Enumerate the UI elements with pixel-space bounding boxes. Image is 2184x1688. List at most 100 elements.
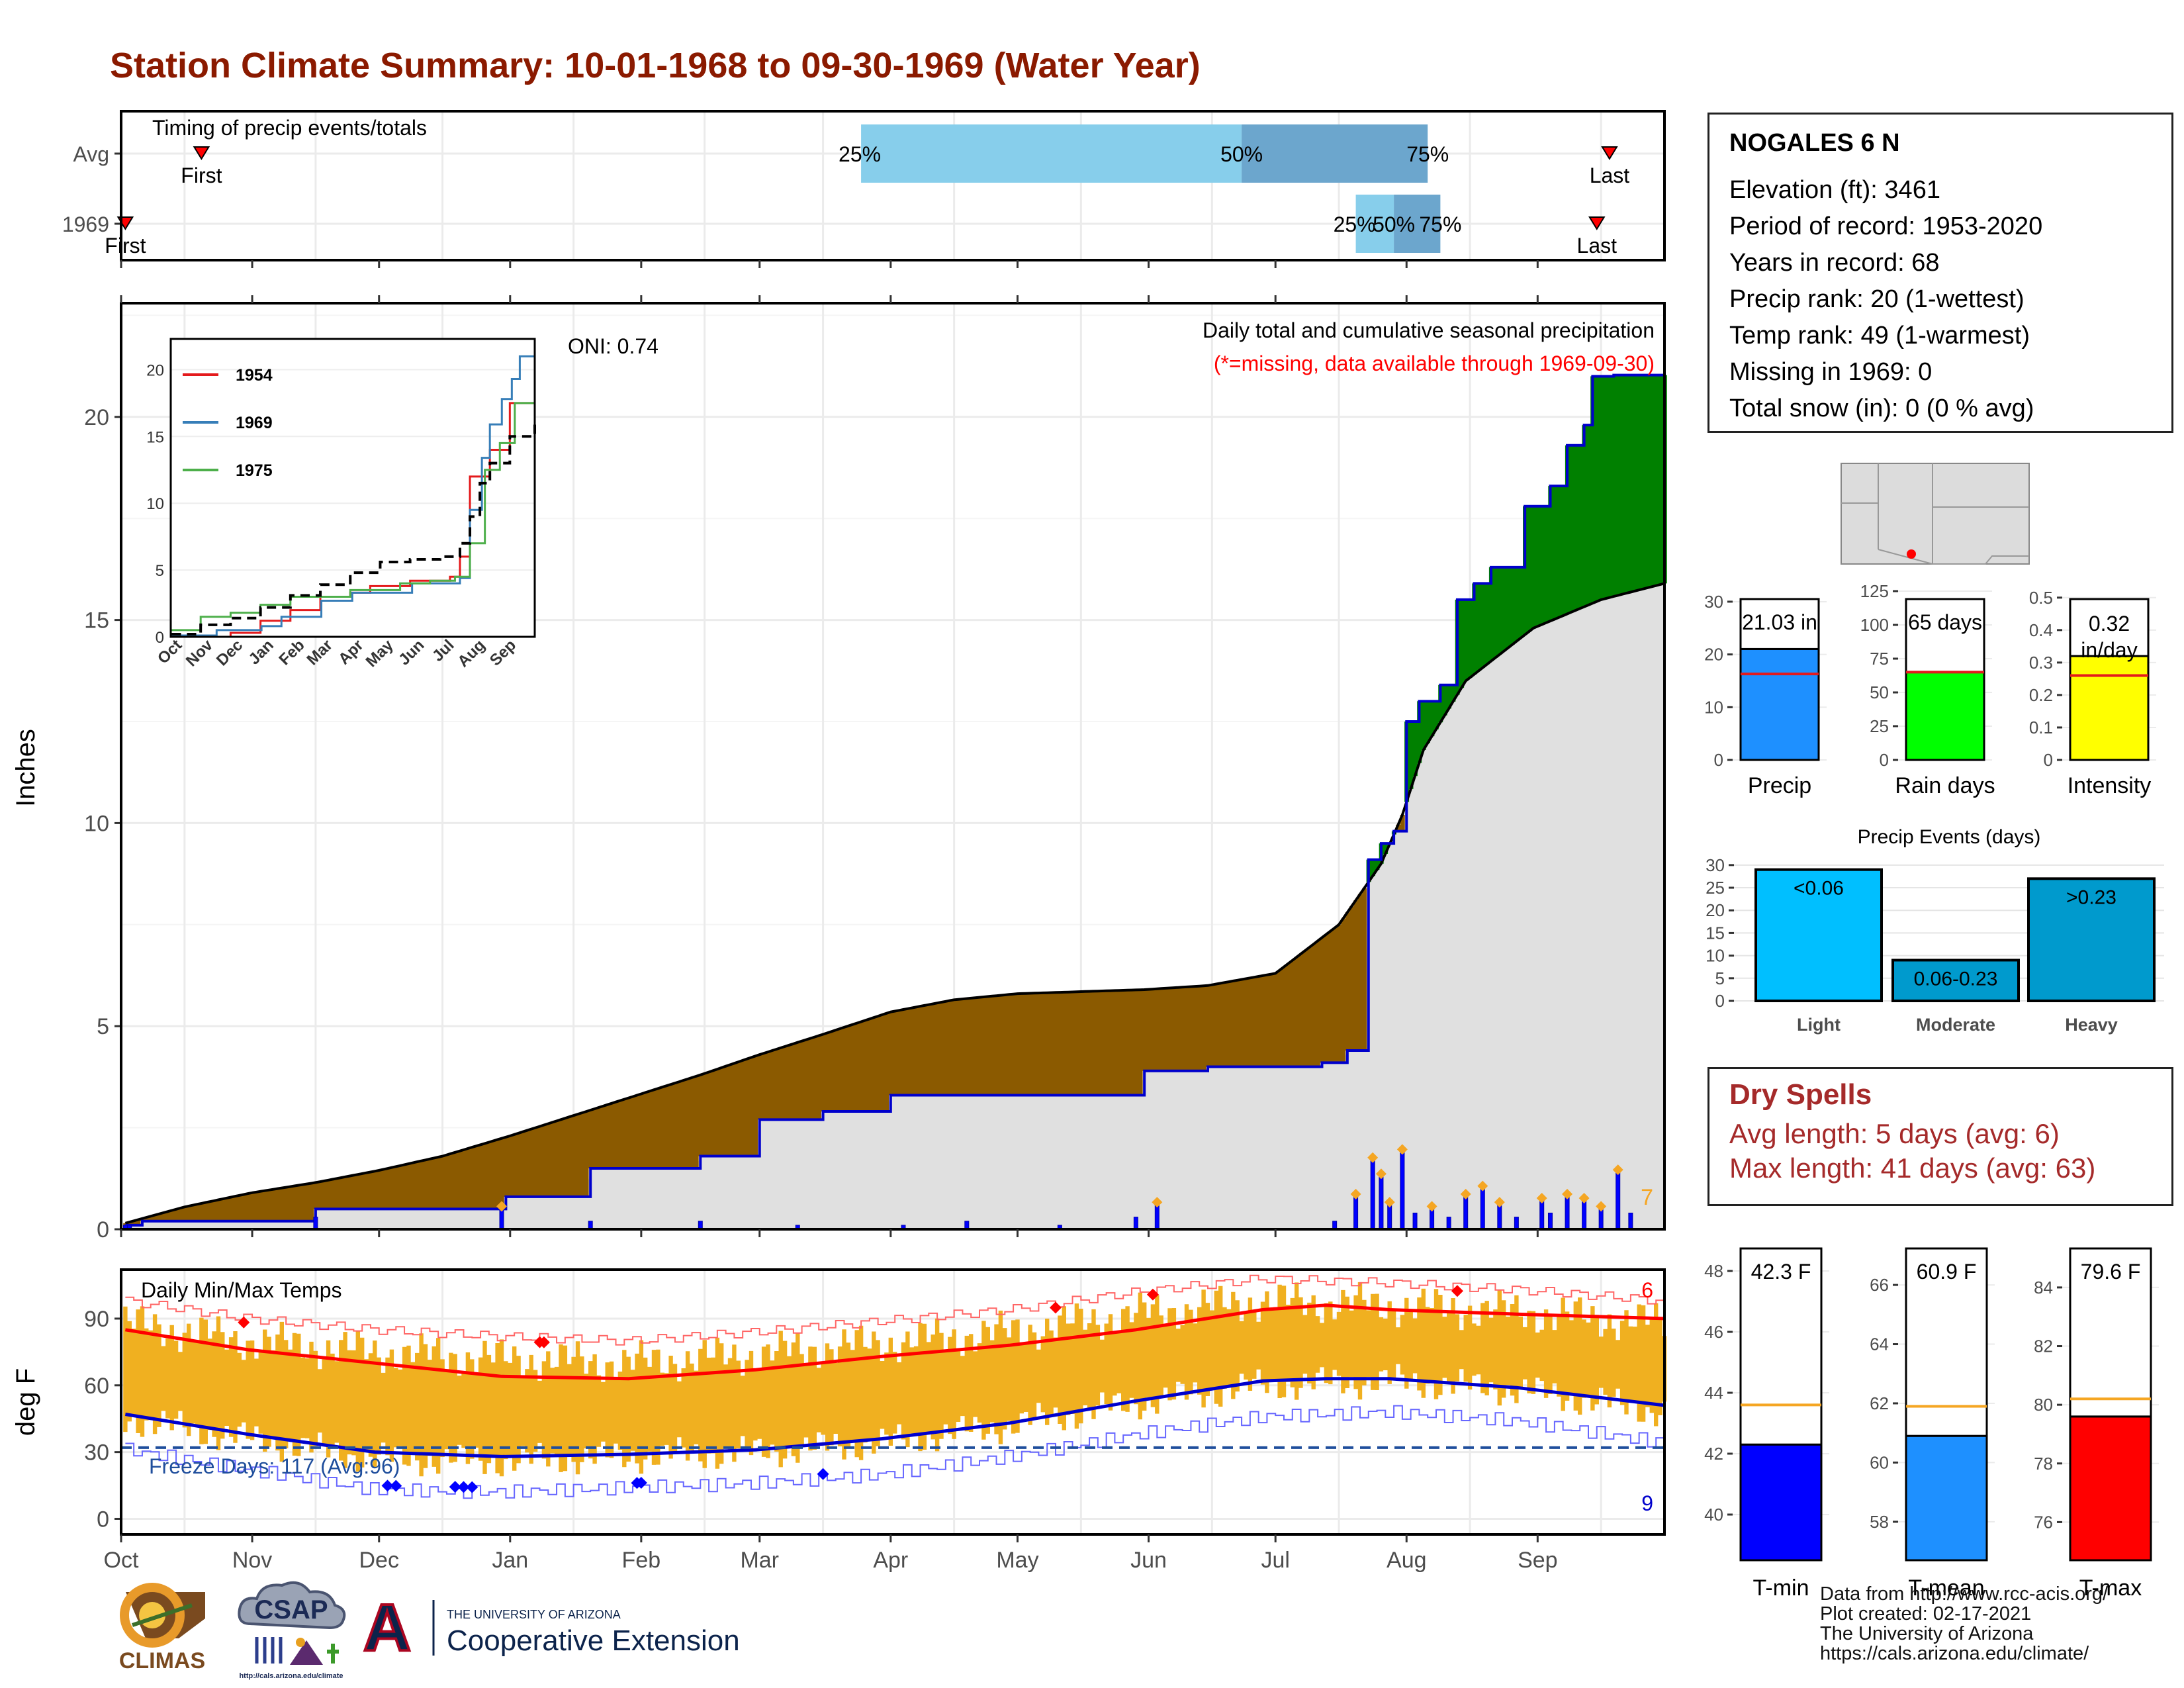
precip-daily-bar [1514,1217,1519,1230]
precip-daily-bar [1582,1200,1587,1230]
freeze-days-label: Freeze Days: 117 (Avg:96) [149,1454,400,1478]
events-ytick-label: 25 [1706,878,1725,898]
precip-daily-bar [1387,1204,1392,1230]
ua-big-text: Cooperative Extension [447,1624,740,1657]
ua-cooperative-extension-logo: A THE UNIVERSITY OF ARIZONA Cooperative … [362,1592,740,1665]
precip-max-count: 7 [1641,1185,1653,1210]
precip-daily-bar [1353,1196,1359,1230]
timing-pct-label: 50% [1373,212,1415,236]
temps-xtick-label: Jul [1261,1548,1289,1573]
precip-max-marker [1596,1201,1607,1212]
precip-max-marker [1426,1201,1437,1212]
temps-daily-range-bars [123,1282,1667,1477]
temps-xtick-label: Aug [1387,1548,1427,1573]
precip-frame [120,302,1666,1231]
inset-legend-label: 1975 [236,461,273,480]
timing-pct-label: 25% [839,142,881,166]
summary-value-label: 65 days [1908,610,1982,634]
precip-max-marker [1612,1164,1623,1176]
locator-map [1841,463,2030,565]
temps-xtick-label: Dec [359,1548,398,1573]
station-row: Precip rank: 20 (1-wettest) [1729,285,2025,313]
temps-xtick-label: Apr [873,1548,908,1573]
precip-daily-bar [1565,1196,1570,1230]
summary-category-label: Rain days [1895,773,1995,798]
summary-ytick-label: 40 [1704,1505,1723,1524]
temps-min-marker [635,1477,647,1489]
temps-xtick-label: Jan [492,1548,528,1573]
precip-ytick-label: 5 [97,1014,109,1039]
footer-line: Data from http://www.rcc-acis.org/ [1820,1583,2109,1605]
summary-value-label: 42.3 F [1751,1260,1811,1284]
summary-ytick-label: 60 [1870,1452,1889,1472]
precip-ylabel: Inches [11,729,40,807]
precip-daily-bar [1463,1196,1469,1230]
summary-ytick-label: 0.1 [2029,718,2053,737]
precip-daily-bar [1598,1208,1604,1230]
timing-marker-label: First [181,164,222,187]
events-bar-label: <0.06 [1794,878,1844,900]
summary-category-label: T-max [2079,1575,2142,1601]
temps-max-marker [1146,1288,1159,1301]
summary-value-label: 79.6 F [2081,1260,2141,1284]
timing-bar-25-50 [1355,195,1394,253]
timing-row-label: 1969 [62,212,109,236]
timing-marker-label: Last [1590,164,1630,187]
map-bg [1841,463,2030,565]
summary-panel-rain-days: 0 25 50 75 100 125 65 days Rain days [1860,581,1995,798]
summary-ytick-label: 0.5 [2029,588,2053,608]
dry-spells-title: Dry Spells [1729,1078,1872,1111]
precip-daily-bar [1430,1208,1435,1230]
inset-legend-label: 1969 [236,414,273,432]
events-category-label: Light [1797,1015,1841,1035]
precip-max-marker [1460,1188,1471,1199]
summary-label-box [1739,1247,1823,1446]
events-ytick-label: 10 [1706,946,1725,966]
station-row: Total snow (in): 0 (0 % avg) [1729,395,2034,422]
summary-label-box [2069,598,2150,657]
summary-ytick-label: 42 [1704,1444,1723,1464]
ua-a-mark: A [363,1592,411,1665]
ua-small-text: THE UNIVERSITY OF ARIZONA [447,1608,621,1621]
summary-ytick-label: 0.2 [2029,685,2053,705]
summary-ytick-label: 76 [2034,1512,2053,1532]
precip-ytick-label: 10 [84,811,109,836]
page-title: Station Climate Summary: 10-01-1968 to 0… [110,46,1201,85]
events-category-label: Heavy [2065,1015,2118,1035]
precip-daily-bar [1446,1217,1451,1230]
precip-avg-line [124,582,1665,1225]
precip-ytick-label: 20 [84,405,109,430]
events-ytick-label: 15 [1706,923,1725,943]
timing-bar-50-75 [1242,124,1428,183]
precip-daily-bar [1497,1204,1502,1230]
temps-ylabel: deg F [11,1368,40,1436]
summary-ytick-label: 100 [1860,615,1889,635]
summary-ytick-label: 48 [1704,1261,1723,1281]
summary-value-bar [1739,1443,1823,1562]
dry-spells-max: Max length: 41 days (avg: 63) [1729,1152,2096,1184]
inset-ytick-label: 20 [146,361,164,379]
timing-marker-label: First [105,234,146,258]
summary-value-label: 60.9 F [1917,1260,1977,1284]
summary-value-bar [1905,1434,1988,1562]
summary-value-label: in/day [2081,638,2137,662]
station-info-box: NOGALES 6 N Elevation (ft): 3461 Period … [1707,113,2173,433]
summary-ytick-label: 44 [1704,1383,1723,1403]
dry-spells-avg: Avg length: 5 days (avg: 6) [1729,1118,2060,1149]
temps-max-marker [1451,1285,1463,1297]
temps-min-marker [817,1468,829,1480]
summary-panel-t-mean: 58 60 62 64 66 60.9 F T-mean [1870,1247,1995,1601]
temps-ytick-label: 90 [84,1307,109,1332]
temps-avg-max-line [124,1303,1665,1381]
temps-ytick-label: 30 [84,1440,109,1466]
events-bar [2027,877,2156,1003]
footer-line: https://cals.arizona.edu/climate/ [1820,1643,2089,1664]
summary-ytick-label: 62 [1870,1393,1889,1413]
summary-panel-precip: 0 10 20 30 21.03 in Precip [1704,592,1827,798]
timing-marker [193,146,210,160]
